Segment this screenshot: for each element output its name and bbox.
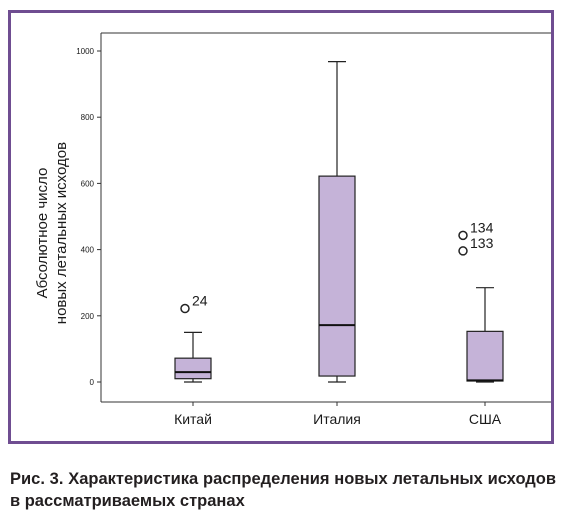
y-tick-label: 400 [81,246,95,255]
figure-caption: Рис. 3. Характеристика распределения нов… [10,470,556,510]
y-tick-label: 1000 [76,47,94,56]
iqr-box [318,175,356,377]
outlier-point [458,246,468,256]
outlier-point [180,303,190,314]
y-tick-label: 0 [90,378,95,387]
x-category-label: США [469,411,502,427]
axes: 0 200 400 600 800 1000 Китай Италия США [76,32,551,427]
y-tick-label: 800 [81,113,95,122]
outlier-label: 134 [470,219,494,235]
boxplot-chart: 0 200 400 600 800 1000 Китай Италия США 24 134133… [34,32,551,427]
outlier-label: 133 [470,235,494,251]
box-2 [318,60,356,383]
chart-frame: 0 200 400 600 800 1000 Китай Италия США 24 134 133… [8,10,554,444]
outlier-point [458,230,468,241]
iqr-box [174,357,212,380]
y-tick-label: 200 [81,312,95,321]
y-axis-label-line2: новых летальных исходов [53,142,70,324]
x-category-label: Китай [174,411,212,427]
outlier-label: 24 [192,293,208,309]
y-tick-label: 600 [81,179,95,188]
iqr-box [466,330,504,382]
box-1: 24 [174,293,212,383]
y-axis-label-line1: Абсолютное число [34,168,51,299]
x-category-label: Италия [313,411,361,427]
